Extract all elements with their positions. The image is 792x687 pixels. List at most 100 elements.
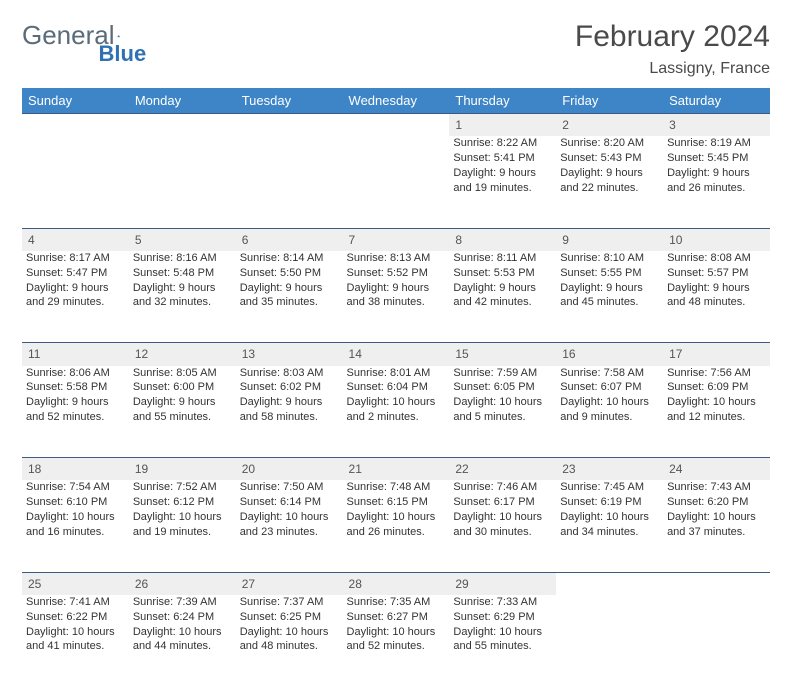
details-row: Sunrise: 7:41 AMSunset: 6:22 PMDaylight:… bbox=[22, 595, 770, 687]
day-details-cell: Sunrise: 7:37 AMSunset: 6:25 PMDaylight:… bbox=[236, 595, 343, 687]
day-number-cell: 27 bbox=[236, 572, 343, 595]
day-number-cell: 10 bbox=[663, 228, 770, 251]
day-details-cell bbox=[663, 595, 770, 687]
day-details-cell: Sunrise: 8:08 AMSunset: 5:57 PMDaylight:… bbox=[663, 251, 770, 343]
day-details-cell: Sunrise: 8:17 AMSunset: 5:47 PMDaylight:… bbox=[22, 251, 129, 343]
sunrise-line: Sunrise: 8:14 AM bbox=[240, 251, 339, 266]
sunset-line: Sunset: 6:17 PM bbox=[453, 495, 552, 510]
sunset-line: Sunset: 6:10 PM bbox=[26, 495, 125, 510]
daylight-line: Daylight: 10 hours and 44 minutes. bbox=[133, 625, 232, 655]
day-number-cell: 8 bbox=[449, 228, 556, 251]
day-details-cell: Sunrise: 8:06 AMSunset: 5:58 PMDaylight:… bbox=[22, 366, 129, 458]
day-number-cell: 11 bbox=[22, 343, 129, 366]
daylight-line: Daylight: 10 hours and 23 minutes. bbox=[240, 510, 339, 540]
day-number-cell: 26 bbox=[129, 572, 236, 595]
day-number-cell bbox=[236, 114, 343, 137]
logo: General Blue bbox=[22, 20, 194, 51]
day-details-cell: Sunrise: 7:50 AMSunset: 6:14 PMDaylight:… bbox=[236, 480, 343, 572]
daylight-line: Daylight: 10 hours and 12 minutes. bbox=[667, 395, 766, 425]
sunset-line: Sunset: 6:07 PM bbox=[560, 380, 659, 395]
details-row: Sunrise: 7:54 AMSunset: 6:10 PMDaylight:… bbox=[22, 480, 770, 572]
daylight-line: Daylight: 10 hours and 26 minutes. bbox=[347, 510, 446, 540]
sunset-line: Sunset: 6:25 PM bbox=[240, 610, 339, 625]
details-row: Sunrise: 8:17 AMSunset: 5:47 PMDaylight:… bbox=[22, 251, 770, 343]
sunrise-line: Sunrise: 7:46 AM bbox=[453, 480, 552, 495]
day-details-cell: Sunrise: 8:01 AMSunset: 6:04 PMDaylight:… bbox=[343, 366, 450, 458]
day-details-cell bbox=[556, 595, 663, 687]
sunrise-line: Sunrise: 8:03 AM bbox=[240, 366, 339, 381]
day-details-cell: Sunrise: 8:20 AMSunset: 5:43 PMDaylight:… bbox=[556, 136, 663, 228]
daylight-line: Daylight: 10 hours and 16 minutes. bbox=[26, 510, 125, 540]
sunset-line: Sunset: 6:00 PM bbox=[133, 380, 232, 395]
daynum-row: 45678910 bbox=[22, 228, 770, 251]
weekday-header: Thursday bbox=[449, 88, 556, 114]
daylight-line: Daylight: 9 hours and 45 minutes. bbox=[560, 281, 659, 311]
sunset-line: Sunset: 5:58 PM bbox=[26, 380, 125, 395]
sunset-line: Sunset: 5:53 PM bbox=[453, 266, 552, 281]
day-details-cell: Sunrise: 8:10 AMSunset: 5:55 PMDaylight:… bbox=[556, 251, 663, 343]
day-details-cell: Sunrise: 8:16 AMSunset: 5:48 PMDaylight:… bbox=[129, 251, 236, 343]
daylight-line: Daylight: 9 hours and 42 minutes. bbox=[453, 281, 552, 311]
details-row: Sunrise: 8:06 AMSunset: 5:58 PMDaylight:… bbox=[22, 366, 770, 458]
day-number-cell: 3 bbox=[663, 114, 770, 137]
day-number-cell: 21 bbox=[343, 458, 450, 481]
weekday-header: Sunday bbox=[22, 88, 129, 114]
day-number-cell: 17 bbox=[663, 343, 770, 366]
daynum-row: 123 bbox=[22, 114, 770, 137]
sunrise-line: Sunrise: 8:13 AM bbox=[347, 251, 446, 266]
day-details-cell: Sunrise: 7:41 AMSunset: 6:22 PMDaylight:… bbox=[22, 595, 129, 687]
day-number-cell: 24 bbox=[663, 458, 770, 481]
sunset-line: Sunset: 6:20 PM bbox=[667, 495, 766, 510]
day-details-cell: Sunrise: 8:13 AMSunset: 5:52 PMDaylight:… bbox=[343, 251, 450, 343]
sunrise-line: Sunrise: 7:33 AM bbox=[453, 595, 552, 610]
page-subtitle: Lassigny, France bbox=[575, 60, 770, 78]
sunrise-line: Sunrise: 8:20 AM bbox=[560, 136, 659, 151]
weekday-header: Wednesday bbox=[343, 88, 450, 114]
day-details-cell: Sunrise: 8:14 AMSunset: 5:50 PMDaylight:… bbox=[236, 251, 343, 343]
day-number-cell: 15 bbox=[449, 343, 556, 366]
day-details-cell bbox=[236, 136, 343, 228]
sunrise-line: Sunrise: 8:08 AM bbox=[667, 251, 766, 266]
day-number-cell: 5 bbox=[129, 228, 236, 251]
day-number-cell: 18 bbox=[22, 458, 129, 481]
day-number-cell: 25 bbox=[22, 572, 129, 595]
day-number-cell: 16 bbox=[556, 343, 663, 366]
day-details-cell: Sunrise: 7:43 AMSunset: 6:20 PMDaylight:… bbox=[663, 480, 770, 572]
sunset-line: Sunset: 5:55 PM bbox=[560, 266, 659, 281]
sunset-line: Sunset: 6:05 PM bbox=[453, 380, 552, 395]
daylight-line: Daylight: 9 hours and 58 minutes. bbox=[240, 395, 339, 425]
day-number-cell: 22 bbox=[449, 458, 556, 481]
weekday-header: Monday bbox=[129, 88, 236, 114]
daylight-line: Daylight: 10 hours and 30 minutes. bbox=[453, 510, 552, 540]
sunrise-line: Sunrise: 7:56 AM bbox=[667, 366, 766, 381]
day-number-cell: 19 bbox=[129, 458, 236, 481]
calendar-header: SundayMondayTuesdayWednesdayThursdayFrid… bbox=[22, 88, 770, 114]
daylight-line: Daylight: 9 hours and 32 minutes. bbox=[133, 281, 232, 311]
day-details-cell: Sunrise: 8:03 AMSunset: 6:02 PMDaylight:… bbox=[236, 366, 343, 458]
daylight-line: Daylight: 10 hours and 48 minutes. bbox=[240, 625, 339, 655]
sunset-line: Sunset: 6:24 PM bbox=[133, 610, 232, 625]
sunrise-line: Sunrise: 7:43 AM bbox=[667, 480, 766, 495]
sunrise-line: Sunrise: 7:58 AM bbox=[560, 366, 659, 381]
sunrise-line: Sunrise: 7:39 AM bbox=[133, 595, 232, 610]
daylight-line: Daylight: 10 hours and 2 minutes. bbox=[347, 395, 446, 425]
sunset-line: Sunset: 6:12 PM bbox=[133, 495, 232, 510]
day-number-cell: 23 bbox=[556, 458, 663, 481]
sunset-line: Sunset: 6:29 PM bbox=[453, 610, 552, 625]
sunset-line: Sunset: 6:02 PM bbox=[240, 380, 339, 395]
daylight-line: Daylight: 9 hours and 52 minutes. bbox=[26, 395, 125, 425]
weekday-header: Tuesday bbox=[236, 88, 343, 114]
daylight-line: Daylight: 10 hours and 37 minutes. bbox=[667, 510, 766, 540]
sunrise-line: Sunrise: 7:50 AM bbox=[240, 480, 339, 495]
sunset-line: Sunset: 5:47 PM bbox=[26, 266, 125, 281]
day-number-cell bbox=[343, 114, 450, 137]
sunset-line: Sunset: 6:09 PM bbox=[667, 380, 766, 395]
logo-text-2: Blue bbox=[99, 41, 147, 67]
sunset-line: Sunset: 6:04 PM bbox=[347, 380, 446, 395]
day-number-cell: 2 bbox=[556, 114, 663, 137]
day-number-cell: 4 bbox=[22, 228, 129, 251]
sunrise-line: Sunrise: 7:48 AM bbox=[347, 480, 446, 495]
daylight-line: Daylight: 10 hours and 19 minutes. bbox=[133, 510, 232, 540]
weekday-header: Friday bbox=[556, 88, 663, 114]
daylight-line: Daylight: 9 hours and 29 minutes. bbox=[26, 281, 125, 311]
